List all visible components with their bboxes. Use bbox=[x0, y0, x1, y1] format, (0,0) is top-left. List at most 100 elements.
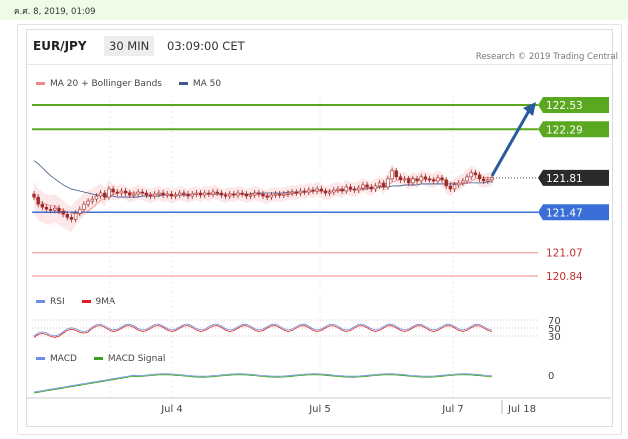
candle-body bbox=[86, 200, 90, 205]
candle-body bbox=[57, 207, 61, 212]
candle-body bbox=[207, 192, 211, 195]
candle-body bbox=[315, 188, 319, 192]
candle-body bbox=[194, 192, 199, 195]
candle-body bbox=[82, 203, 86, 210]
candle-body bbox=[203, 192, 207, 196]
candle-body bbox=[377, 182, 382, 187]
macd-signal-swatch bbox=[93, 357, 103, 360]
candle-body bbox=[444, 179, 448, 187]
candle-body bbox=[211, 191, 215, 195]
candle-body bbox=[398, 176, 403, 181]
candle-body bbox=[36, 196, 40, 205]
candle-body bbox=[307, 189, 311, 193]
candle-body bbox=[182, 192, 186, 195]
candle-body bbox=[69, 217, 74, 220]
price-tag-121.47 bbox=[538, 204, 609, 221]
research-credit: Research © 2019 Trading Central bbox=[475, 52, 618, 62]
legend-ma20: MA 20 + Bollinger Bands bbox=[36, 79, 162, 89]
price-tag-122.53 bbox=[538, 97, 609, 113]
candle-body bbox=[369, 186, 373, 190]
candle-body bbox=[98, 192, 103, 197]
candle-body bbox=[273, 193, 278, 196]
rsi-legend: RSI 9MA bbox=[36, 297, 129, 307]
legend-ma50-label: MA 50 bbox=[192, 79, 222, 89]
candle-body bbox=[452, 184, 457, 190]
candle-body bbox=[103, 192, 107, 198]
macd-line bbox=[33, 373, 493, 393]
candle-body bbox=[323, 190, 328, 194]
timeframe-button[interactable]: 30 MIN bbox=[104, 36, 155, 56]
ma20-swatch bbox=[36, 82, 45, 85]
candle-body bbox=[361, 184, 365, 189]
candle-body bbox=[294, 191, 299, 194]
candle-body bbox=[173, 194, 178, 197]
candle-body bbox=[465, 176, 469, 182]
candle-body bbox=[448, 185, 453, 190]
candle-body bbox=[490, 177, 494, 181]
candle-body bbox=[73, 212, 78, 220]
candle-body bbox=[277, 193, 282, 196]
candle-body bbox=[282, 193, 286, 196]
candle-body bbox=[123, 190, 128, 194]
candle-body bbox=[352, 188, 357, 191]
candle-body bbox=[190, 193, 194, 197]
chart-time: 03:09:00 CET bbox=[167, 39, 245, 53]
candle-body bbox=[286, 192, 290, 195]
macd-swatch bbox=[36, 357, 45, 360]
price-label-121.81: 121.81 bbox=[546, 173, 583, 185]
candle-body bbox=[427, 178, 432, 181]
rsi-line bbox=[33, 323, 493, 337]
rsi-tick-70: 70 bbox=[548, 316, 561, 327]
candle-body bbox=[336, 188, 340, 191]
candle-body bbox=[477, 174, 482, 180]
x-tick-Jul-18: Jul 18 bbox=[507, 404, 536, 415]
chart-header: EUR/JPY 30 MIN 03:09:00 CET bbox=[27, 30, 612, 65]
candle-body bbox=[319, 188, 323, 192]
ma50-swatch bbox=[178, 82, 188, 85]
candle-body bbox=[44, 206, 49, 210]
candle-body bbox=[390, 170, 394, 180]
legend-ma50: MA 50 bbox=[178, 79, 222, 89]
candle-body bbox=[153, 193, 157, 197]
rsi-swatch bbox=[36, 300, 45, 303]
candle-body bbox=[269, 194, 274, 198]
candle-body bbox=[94, 195, 99, 200]
candle-body bbox=[219, 192, 224, 196]
candle-body bbox=[298, 190, 303, 194]
rsi-tick-30: 30 bbox=[548, 332, 561, 343]
candle-body bbox=[90, 198, 94, 202]
candle-body bbox=[240, 192, 244, 195]
outer-frame bbox=[17, 24, 622, 435]
candle-body bbox=[136, 191, 140, 195]
candle-body bbox=[61, 210, 65, 215]
candle-body bbox=[461, 180, 465, 184]
candle-body bbox=[257, 192, 261, 195]
candle-body bbox=[486, 179, 490, 182]
x-tick-Jul-5: Jul 5 bbox=[308, 404, 331, 415]
candle-body bbox=[132, 193, 136, 196]
candle-body bbox=[53, 207, 57, 211]
legend-ma20-label: MA 20 + Bollinger Bands bbox=[50, 79, 162, 89]
candle-body bbox=[252, 192, 257, 196]
candle-body bbox=[140, 191, 144, 194]
legend-rsi-label: RSI bbox=[50, 297, 65, 307]
legend-9ma: 9MA bbox=[81, 297, 115, 307]
candle-body bbox=[111, 188, 115, 193]
candle-body bbox=[394, 170, 398, 178]
price-tag-122.29 bbox=[538, 121, 609, 138]
timestamp-bar: ค.ศ. 8, 2019, 01:09 bbox=[0, 0, 628, 20]
candle-body bbox=[169, 193, 174, 197]
candle-body bbox=[440, 177, 444, 181]
candle-body bbox=[178, 192, 182, 196]
candle-body bbox=[236, 192, 240, 196]
candle-body bbox=[65, 213, 70, 218]
candle-body bbox=[248, 194, 253, 197]
candle-body bbox=[107, 188, 111, 198]
legend-rsi: RSI bbox=[36, 297, 65, 307]
candle-body bbox=[436, 177, 440, 182]
x-tick-Jul-4: Jul 4 bbox=[160, 404, 183, 415]
candle-body bbox=[311, 189, 315, 192]
candle-body bbox=[327, 191, 332, 194]
x-tick-Jul-7: Jul 7 bbox=[441, 404, 464, 415]
candle-body bbox=[382, 182, 386, 188]
